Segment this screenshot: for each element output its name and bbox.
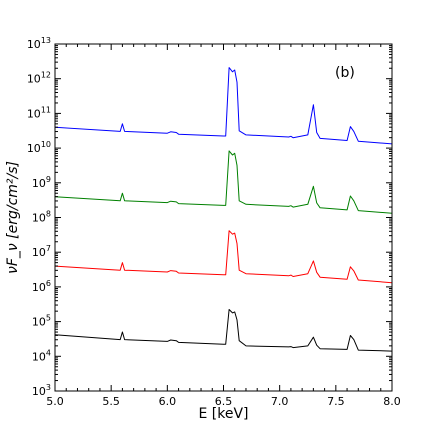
y-tick-label: 1010 xyxy=(27,140,51,155)
ticks-layer: 5.0 5.5 6.0 6.5 7.0 7.5 8.0 103 104 105 106 107 108 1… xyxy=(27,36,401,408)
y-axis-label: νF_ν [erg/cm²/s] xyxy=(5,161,21,274)
y-tick-label: 103 xyxy=(32,383,51,398)
y-tick-label: 104 xyxy=(32,348,51,363)
x-tick-label: 6.0 xyxy=(159,395,177,408)
x-tick-label: 6.5 xyxy=(215,395,233,408)
x-tick-label: 7.5 xyxy=(327,395,345,408)
plot-frame xyxy=(54,43,393,392)
x-tick-label: 5.0 xyxy=(46,395,64,408)
x-tick-label: 8.0 xyxy=(383,395,401,408)
y-tick-label: 107 xyxy=(32,244,51,259)
series-line-2 xyxy=(54,150,393,214)
series-line-4 xyxy=(54,309,393,352)
y-tick-label: 1012 xyxy=(27,71,51,86)
series-line-3 xyxy=(54,230,393,284)
y-tick-label: 106 xyxy=(32,279,51,294)
x-axis-label: E [keV] xyxy=(198,406,248,422)
y-tick-label: 1013 xyxy=(27,36,51,51)
y-tick-label: 108 xyxy=(32,210,51,225)
series-layer xyxy=(54,67,393,352)
panel-label: (b) xyxy=(335,65,355,81)
y-tick-label: 109 xyxy=(32,175,51,190)
y-tick-label: 105 xyxy=(32,314,51,329)
y-tick-label: 1011 xyxy=(27,105,51,120)
series-line-1 xyxy=(54,67,393,145)
x-tick-label: 5.5 xyxy=(102,395,120,408)
x-tick-label: 7.0 xyxy=(271,395,289,408)
